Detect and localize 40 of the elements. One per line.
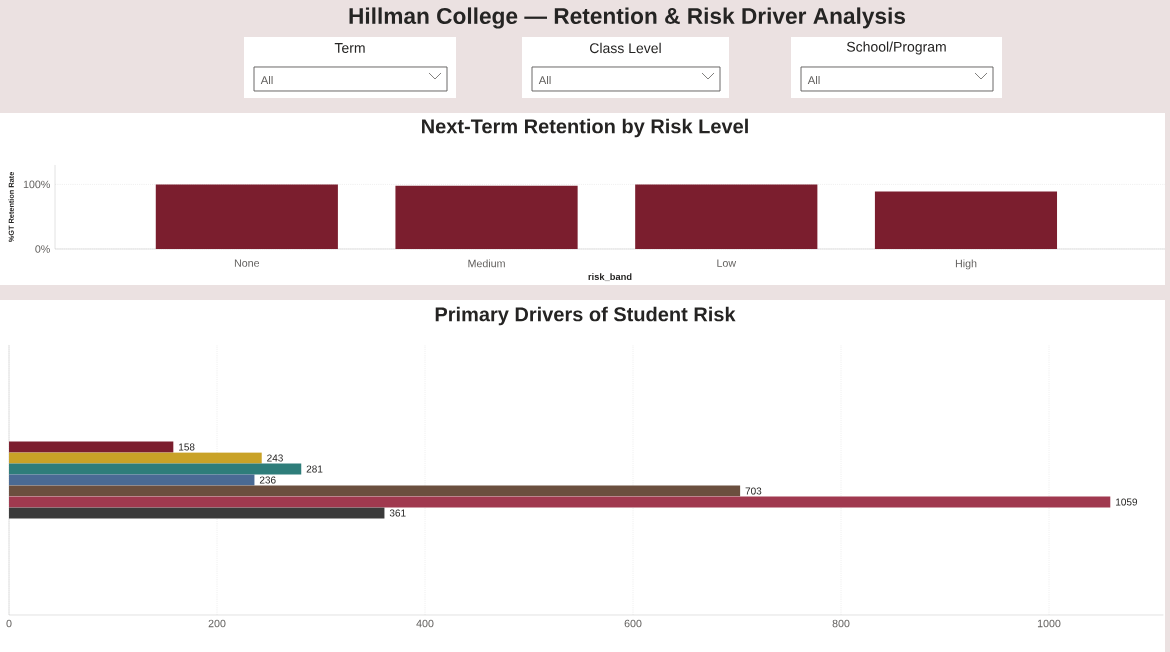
bar — [9, 463, 302, 475]
x-tick-label: Medium — [468, 259, 505, 268]
data-label: 361 — [389, 509, 406, 517]
y-tick-label: 100% — [23, 180, 50, 189]
data-label: 281 — [306, 465, 323, 473]
x-tick-label: 800 — [832, 619, 850, 628]
data-label: 243 — [267, 454, 283, 462]
bar — [9, 507, 385, 519]
chart-title: Primary Drivers of Student Risk — [435, 306, 736, 326]
text: All — [807, 75, 820, 85]
bar — [9, 485, 741, 497]
data-label: 703 — [745, 487, 762, 495]
x-tick-label: None — [234, 259, 260, 267]
data-label: 1059 — [1116, 498, 1138, 506]
x-tick-label: 0 — [6, 619, 12, 628]
x-tick-label: Low — [717, 259, 737, 267]
text: All — [538, 75, 551, 85]
text: Class Level — [590, 42, 661, 54]
text: All — [260, 75, 273, 85]
bar — [874, 191, 1058, 249]
data-label: 236 — [259, 476, 276, 484]
x-tick-label: 1000 — [1037, 619, 1061, 628]
bar — [9, 441, 174, 453]
bar — [155, 184, 338, 249]
bar — [9, 452, 262, 464]
text: Hillman College — Retention & Risk Driver Analysis — [349, 7, 906, 29]
bar — [9, 496, 1111, 508]
x-axis-title: risk_band — [588, 273, 632, 282]
text: School/Program — [846, 41, 946, 55]
x-tick-label: 600 — [624, 619, 642, 628]
bar — [395, 185, 578, 249]
text: Term — [334, 43, 365, 53]
y-tick-label: 0% — [35, 245, 50, 253]
bar — [9, 474, 255, 486]
x-tick-label: High — [955, 259, 977, 270]
chart-title: Next-Term Retention by Risk Level — [422, 118, 748, 138]
x-tick-label: 200 — [208, 619, 226, 628]
bar — [635, 184, 818, 249]
data-label: 158 — [179, 443, 195, 451]
x-tick-label: 400 — [416, 619, 434, 628]
